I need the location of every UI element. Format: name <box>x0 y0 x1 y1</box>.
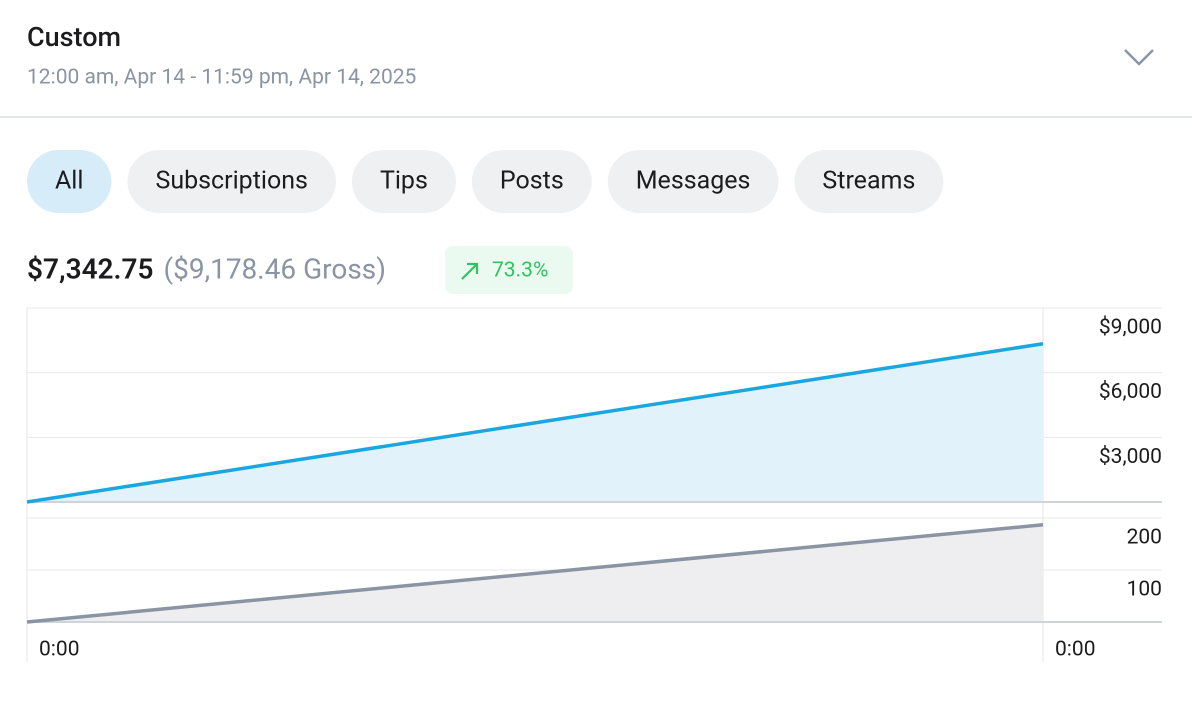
tab[interactable]: Posts <box>471 150 592 213</box>
tab-bg[interactable] <box>794 150 944 213</box>
y-tick-label: $6,000 <box>1099 380 1162 404</box>
tab[interactable]: Messages <box>607 150 779 213</box>
gross-total: ($9,178.46 Gross) <box>164 252 386 285</box>
date-range: 12:00 am, Apr 14 - 11:59 pm, Apr 14, 202… <box>27 66 416 90</box>
change-badge <box>445 246 573 294</box>
y-tick-label: $3,000 <box>1099 445 1162 469</box>
line <box>26 523 1044 624</box>
y-tick-label: 200 <box>1127 526 1162 550</box>
tab[interactable]: Tips <box>351 150 456 213</box>
tab-label[interactable]: Tips <box>380 167 428 196</box>
y-tick-label: $9,000 <box>1099 316 1162 340</box>
change-percent: 73.3% <box>492 259 548 283</box>
charts: $9,000 $6,000 $3,000 200 100 0:00 0:00 <box>26 307 1162 662</box>
tab[interactable]: All <box>27 150 112 213</box>
trend-arrow <box>461 262 479 280</box>
tab[interactable]: Subscriptions <box>127 150 336 213</box>
x-tick-label: 0:00 <box>39 638 80 662</box>
line <box>26 341 1044 504</box>
tab-bg[interactable] <box>27 150 112 213</box>
tab-bg[interactable] <box>607 150 779 213</box>
tab-label[interactable]: Subscriptions <box>155 167 307 196</box>
tab-label[interactable]: Messages <box>636 167 751 196</box>
y-tick-label: 100 <box>1127 578 1162 602</box>
tab-bar: All Subscriptions Tips Posts Messages Streams <box>27 150 944 213</box>
x-tick-label: 0:00 <box>1055 638 1096 662</box>
header-title: Custom <box>27 21 121 53</box>
tab-bg[interactable] <box>351 150 456 213</box>
tab-bg[interactable] <box>127 150 336 213</box>
tab-label[interactable]: Posts <box>500 167 564 196</box>
dropdown-chevron[interactable] <box>1124 49 1154 66</box>
tab-label[interactable]: Streams <box>822 167 915 196</box>
tab-bg[interactable] <box>471 150 592 213</box>
tab-label[interactable]: All <box>55 167 83 196</box>
tab[interactable]: Streams <box>794 150 944 213</box>
net-total: $7,342.75 <box>27 252 154 285</box>
